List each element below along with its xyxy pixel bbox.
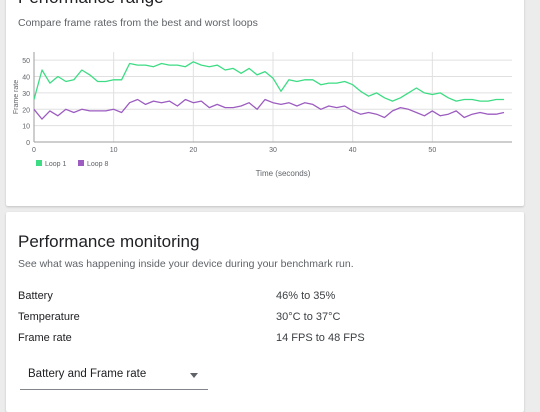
x-axis-label: Time (seconds) bbox=[256, 169, 311, 178]
series-line-loop-1 bbox=[33, 61, 504, 102]
x-tick-label: 50 bbox=[428, 147, 436, 154]
temperature-value: 30°C to 37°C bbox=[276, 311, 341, 323]
performance-monitoring-subtitle: See what was happening inside your devic… bbox=[18, 258, 354, 270]
x-tick-label: 0 bbox=[32, 147, 36, 154]
y-tick-label: 0 bbox=[26, 140, 30, 147]
frame-rate-chart: 0 10 20 30 40 50 0 10 20 30 40 50 Frame rate Time (se… bbox=[13, 52, 512, 178]
series-line-loop-8 bbox=[33, 98, 505, 120]
temperature-label: Temperature bbox=[18, 311, 80, 323]
performance-monitoring-title: Performance monitoring bbox=[18, 232, 200, 251]
metric-select-value: Battery and Frame rate bbox=[28, 368, 147, 380]
y-tick-label: 30 bbox=[22, 91, 30, 98]
y-axis-label: Frame rate bbox=[13, 80, 20, 114]
chevron-down-icon[interactable] bbox=[190, 373, 198, 378]
battery-label: Battery bbox=[18, 290, 53, 302]
legend-swatch bbox=[36, 160, 42, 166]
performance-range-subtitle: Compare frame rates from the best and wo… bbox=[18, 17, 258, 29]
x-tick-label: 10 bbox=[110, 147, 118, 154]
y-tick-label: 20 bbox=[22, 107, 30, 114]
frame-rate-label: Frame rate bbox=[18, 332, 72, 344]
y-tick-label: 50 bbox=[22, 58, 30, 65]
performance-range-card: Performance range Compare frame rates fr… bbox=[6, 0, 524, 206]
battery-value: 46% to 35% bbox=[276, 290, 336, 302]
legend-label: Loop 1 bbox=[45, 161, 67, 168]
metric-select-dropdown[interactable]: Battery and Frame rate bbox=[20, 362, 208, 390]
frame-rate-value: 14 FPS to 48 FPS bbox=[276, 332, 365, 344]
frame-rate-row: Frame rate 14 FPS to 48 FPS bbox=[18, 332, 518, 348]
x-tick-label: 20 bbox=[189, 147, 197, 154]
performance-range-title: Performance range bbox=[18, 0, 164, 8]
battery-row: Battery 46% to 35% bbox=[18, 290, 518, 306]
y-tick-label: 40 bbox=[22, 75, 30, 82]
y-tick-label: 10 bbox=[22, 124, 30, 131]
legend-label: Loop 8 bbox=[87, 161, 109, 168]
performance-monitoring-card: Performance monitoring See what was happ… bbox=[6, 212, 524, 412]
legend-swatch bbox=[78, 160, 84, 166]
x-tick-label: 30 bbox=[269, 147, 277, 154]
x-tick-label: 40 bbox=[349, 147, 357, 154]
temperature-row: Temperature 30°C to 37°C bbox=[18, 311, 518, 327]
